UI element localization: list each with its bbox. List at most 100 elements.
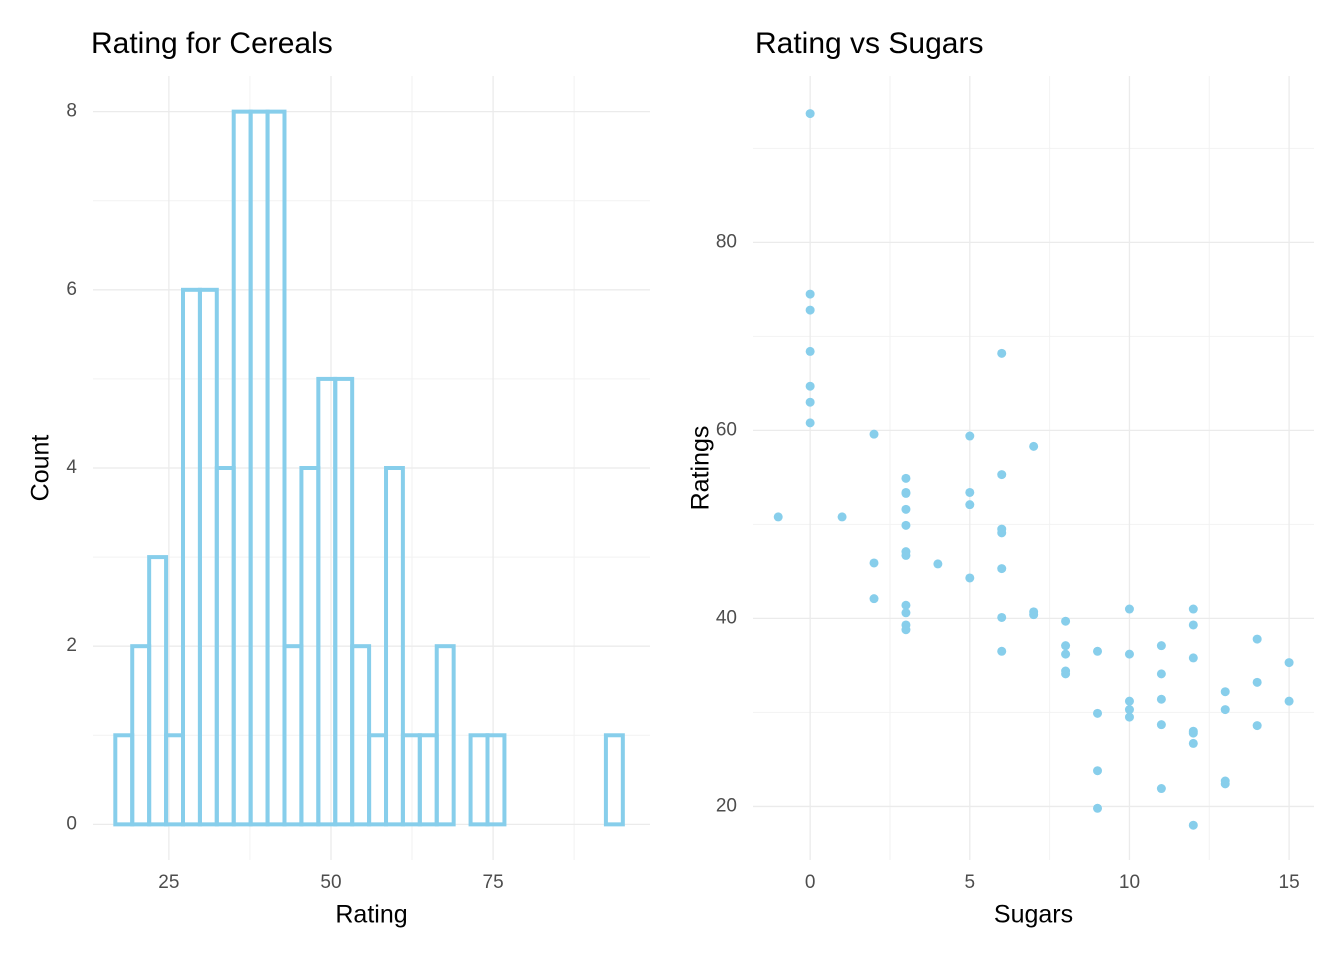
point <box>1124 604 1134 614</box>
point <box>1093 766 1103 776</box>
point <box>997 646 1007 656</box>
point <box>1093 708 1103 718</box>
point <box>805 109 815 119</box>
point <box>1188 620 1198 630</box>
point <box>1156 641 1166 651</box>
point <box>1124 649 1134 659</box>
y-tick-label: 6 <box>66 279 77 300</box>
point <box>1220 779 1230 789</box>
point <box>869 558 879 568</box>
point <box>837 512 847 522</box>
bar <box>603 733 625 827</box>
point <box>901 600 911 610</box>
point <box>869 594 879 604</box>
bar <box>316 376 338 827</box>
point <box>805 381 815 391</box>
point <box>901 608 911 618</box>
point <box>965 431 975 441</box>
point <box>901 488 911 498</box>
point <box>805 418 815 428</box>
x-tick-label: 5 <box>965 872 976 893</box>
point <box>1188 653 1198 663</box>
point <box>965 573 975 583</box>
bar <box>333 376 355 827</box>
x-tick-label: 15 <box>1279 872 1300 893</box>
point <box>1156 669 1166 679</box>
point <box>773 512 783 522</box>
point <box>1156 784 1166 794</box>
x-tick-label: 0 <box>805 872 816 893</box>
bar <box>485 733 507 827</box>
point <box>901 504 911 514</box>
point <box>1252 677 1262 687</box>
y-tick-label: 40 <box>716 607 737 628</box>
point <box>997 612 1007 622</box>
y-tick-label: 80 <box>716 231 737 252</box>
point <box>1220 705 1230 715</box>
point <box>901 473 911 483</box>
y-axis-label: Count <box>27 435 55 502</box>
point <box>805 305 815 315</box>
point <box>1061 641 1071 651</box>
y-axis-label: Ratings <box>687 426 715 511</box>
point <box>805 346 815 356</box>
point <box>1284 658 1294 668</box>
y-tick-label: 4 <box>66 457 77 478</box>
point <box>1029 441 1039 451</box>
point <box>1093 803 1103 813</box>
point <box>1188 604 1198 614</box>
point <box>805 289 815 299</box>
bar <box>434 644 456 827</box>
point <box>997 470 1007 480</box>
bar <box>400 733 422 827</box>
x-tick-label: 75 <box>483 872 504 893</box>
point <box>1220 687 1230 697</box>
bar <box>468 733 490 827</box>
chart-title: Rating vs Sugars <box>755 27 983 60</box>
point <box>1061 669 1071 679</box>
point <box>1124 705 1134 715</box>
x-axis-label: Rating <box>335 901 407 929</box>
y-tick-label: 60 <box>716 419 737 440</box>
y-tick-label: 2 <box>66 635 77 656</box>
point <box>1252 721 1262 731</box>
point <box>997 528 1007 538</box>
y-tick-label: 0 <box>66 813 77 834</box>
bar <box>265 109 287 827</box>
point <box>1188 738 1198 748</box>
x-axis-label: Sugars <box>994 901 1073 929</box>
chart-title: Rating for Cereals <box>91 27 333 60</box>
point <box>805 397 815 407</box>
point <box>901 520 911 530</box>
point <box>933 559 943 569</box>
point <box>1284 696 1294 706</box>
point <box>1188 820 1198 830</box>
bar <box>367 733 389 827</box>
bar <box>384 466 405 827</box>
bar <box>147 555 169 827</box>
point <box>901 625 911 635</box>
y-tick-label: 8 <box>66 101 77 122</box>
point <box>1093 646 1103 656</box>
x-tick-label: 50 <box>320 872 341 893</box>
point <box>997 348 1007 358</box>
point <box>1188 728 1198 738</box>
point <box>1156 720 1166 730</box>
point <box>1252 634 1262 644</box>
y-tick-label: 20 <box>716 795 737 816</box>
point <box>1061 616 1071 626</box>
point <box>965 500 975 510</box>
x-tick-label: 10 <box>1119 872 1140 893</box>
point <box>901 550 911 560</box>
bar <box>113 733 135 827</box>
bar <box>417 733 439 827</box>
point <box>965 487 975 497</box>
point <box>869 429 879 439</box>
point <box>1124 696 1134 706</box>
point <box>1124 712 1134 722</box>
point <box>1061 649 1071 659</box>
point <box>997 564 1007 574</box>
x-tick-label: 25 <box>158 872 179 893</box>
point <box>1029 610 1039 620</box>
